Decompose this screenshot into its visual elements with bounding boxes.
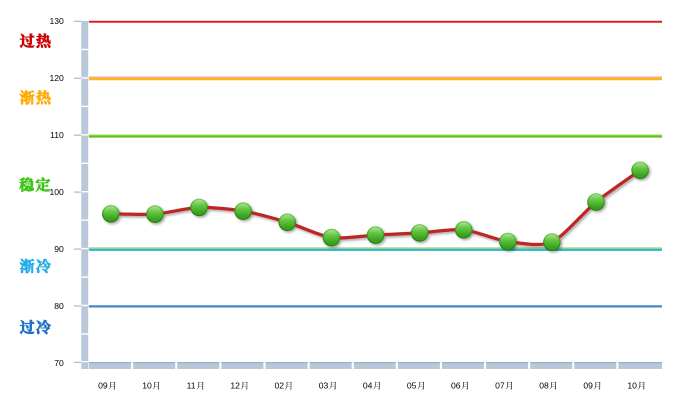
svg-text:09: 09 xyxy=(583,381,593,391)
svg-text:10: 10 xyxy=(142,381,152,391)
svg-text:03: 03 xyxy=(319,381,329,391)
svg-text:11: 11 xyxy=(187,381,196,391)
svg-text:02: 02 xyxy=(275,381,285,391)
svg-text:120: 120 xyxy=(49,73,64,83)
svg-text:04: 04 xyxy=(363,381,373,391)
svg-text:07: 07 xyxy=(495,381,505,391)
svg-text:130: 130 xyxy=(49,16,64,26)
svg-text:80: 80 xyxy=(54,301,64,311)
svg-text:06: 06 xyxy=(451,381,461,391)
svg-text:10: 10 xyxy=(627,381,637,391)
svg-text:90: 90 xyxy=(54,244,64,254)
svg-text:09: 09 xyxy=(98,381,108,391)
svg-text:05: 05 xyxy=(407,381,417,391)
svg-text:110: 110 xyxy=(50,130,64,140)
svg-text:100: 100 xyxy=(49,187,64,197)
svg-text:08: 08 xyxy=(539,381,549,391)
svg-text:12: 12 xyxy=(230,381,240,391)
svg-text:70: 70 xyxy=(54,358,64,368)
